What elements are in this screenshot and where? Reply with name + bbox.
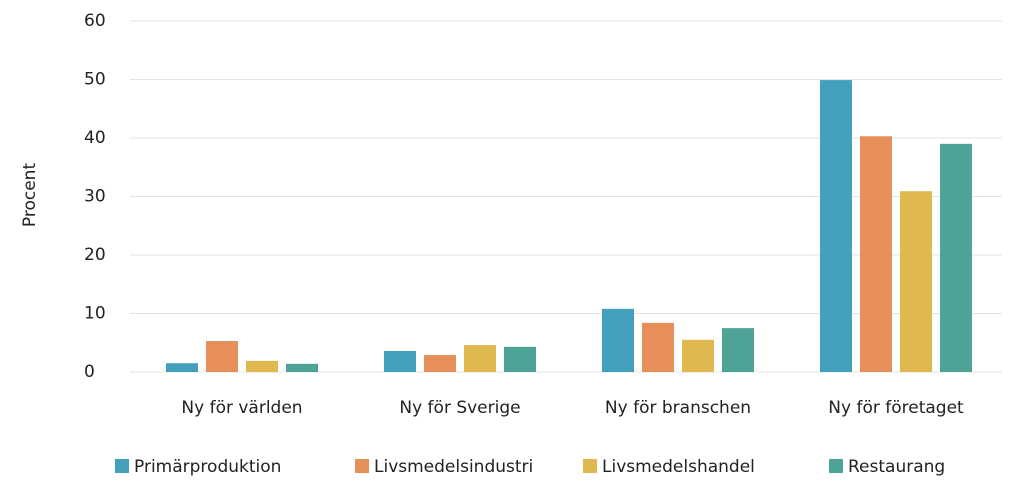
y-tick-label: 30	[84, 187, 106, 207]
y-tick-label: 40	[84, 128, 106, 148]
legend-swatch	[829, 459, 843, 473]
y-tick-label: 50	[84, 70, 106, 90]
y-tick-label: 0	[84, 362, 95, 382]
bar	[246, 360, 278, 372]
x-tick-label: Ny för företaget	[828, 398, 964, 418]
y-tick-label: 20	[84, 245, 106, 265]
bar	[682, 339, 714, 372]
bar	[424, 355, 456, 372]
legend-label: Livsmedelshandel	[602, 457, 755, 477]
bar	[602, 308, 634, 372]
x-tick-label: Ny för världen	[181, 398, 302, 418]
legend-swatch	[583, 459, 597, 473]
legend-swatch	[355, 459, 369, 473]
bar	[900, 191, 932, 372]
bar	[166, 363, 198, 372]
legend-label: Restaurang	[848, 457, 945, 477]
bar	[722, 328, 754, 372]
bar	[504, 346, 536, 372]
bar	[940, 143, 972, 372]
legend-label: Livsmedelsindustri	[374, 457, 533, 477]
bar	[464, 345, 496, 372]
bar	[384, 350, 416, 372]
bar	[820, 80, 852, 373]
bar	[206, 340, 238, 372]
y-axis-label: Procent	[20, 163, 40, 228]
bar	[286, 363, 318, 372]
bar	[642, 322, 674, 372]
x-tick-label: Ny för Sverige	[399, 398, 520, 418]
y-tick-label: 60	[84, 11, 106, 31]
bar	[860, 136, 892, 372]
x-tick-label: Ny för branschen	[605, 398, 751, 418]
legend-swatch	[115, 459, 129, 473]
legend-label: Primärproduktion	[134, 457, 281, 477]
y-tick-label: 10	[84, 304, 106, 324]
